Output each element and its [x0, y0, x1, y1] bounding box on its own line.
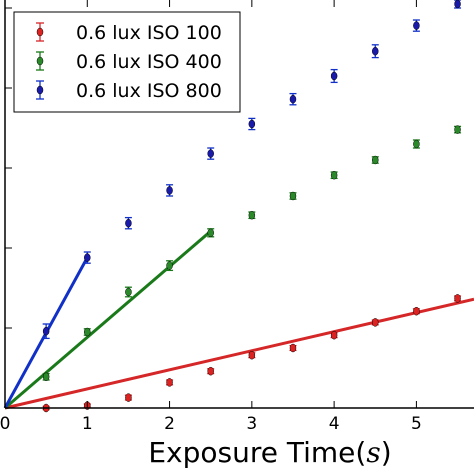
- marker: [372, 318, 379, 327]
- marker: [125, 218, 132, 228]
- x-tick-label: 4: [329, 414, 340, 434]
- legend-entry: 0.6 lux ISO 100: [36, 22, 222, 44]
- data-point: [124, 393, 132, 402]
- data-point: [454, 0, 462, 9]
- data-point: [166, 378, 174, 387]
- marker: [125, 393, 132, 402]
- legend-marker: [36, 85, 44, 95]
- data-point: [371, 318, 379, 327]
- data-point: [289, 92, 297, 106]
- marker: [248, 210, 256, 220]
- data-point: [454, 125, 462, 134]
- legend-entry: 0.6 lux ISO 800: [36, 80, 222, 102]
- marker: [166, 378, 173, 387]
- data-point: [330, 68, 338, 84]
- data-point: [166, 260, 174, 272]
- marker: [454, 125, 461, 134]
- legend-entry: 0.6 lux ISO 400: [36, 51, 222, 73]
- data-point: [371, 44, 379, 59]
- marker: [207, 366, 214, 376]
- data-point: [207, 147, 215, 160]
- legend-marker: [36, 27, 44, 37]
- legend: 0.6 lux ISO 100 0.6 lux ISO 400 0.6 lux IS…: [13, 11, 241, 113]
- data-point: [83, 327, 91, 337]
- marker: [42, 326, 50, 336]
- marker: [330, 170, 338, 180]
- data-point: [248, 117, 256, 131]
- marker: [413, 21, 420, 30]
- marker: [372, 46, 379, 56]
- legend-label: 0.6 lux ISO 800: [76, 80, 222, 102]
- marker: [42, 372, 50, 382]
- marker: [454, 294, 461, 303]
- marker: [84, 253, 91, 262]
- data-point: [248, 210, 256, 220]
- marker: [372, 155, 379, 165]
- x-tick-label: 3: [246, 414, 257, 434]
- data-points: [42, 0, 462, 413]
- marker: [330, 330, 338, 340]
- data-point: [207, 366, 215, 376]
- marker: [454, 0, 461, 9]
- data-point: [124, 216, 132, 230]
- data-point: [289, 191, 297, 201]
- data-point: [454, 294, 462, 303]
- marker: [289, 191, 297, 201]
- legend-label: 0.6 lux ISO 400: [76, 51, 222, 73]
- legend-label: 0.6 lux ISO 100: [76, 22, 222, 44]
- axes: [4, 0, 474, 409]
- marker: [248, 350, 256, 360]
- x-axis-title: Exposure Time(s): [148, 436, 391, 469]
- marker: [413, 306, 420, 316]
- x-tick-label: 1: [82, 414, 93, 434]
- data-point: [42, 323, 50, 340]
- y-ticks: [5, 7, 12, 329]
- marker: [413, 139, 420, 149]
- x-tick-label: 5: [411, 414, 422, 434]
- data-point: [412, 306, 420, 316]
- x-tick-label: 2: [164, 414, 175, 434]
- marker: [125, 287, 132, 297]
- marker: [289, 343, 297, 353]
- data-point: [412, 139, 420, 149]
- x-ticks: 0 1 2 3 4 5: [0, 0, 422, 434]
- marker: [289, 94, 297, 104]
- data-point: [207, 228, 215, 238]
- data-point: [330, 330, 338, 340]
- data-point: [248, 350, 256, 360]
- marker: [84, 327, 91, 337]
- legend-box: [13, 11, 241, 113]
- x-tick-label: 0: [0, 414, 10, 434]
- marker: [207, 228, 214, 238]
- marker: [166, 261, 173, 270]
- marker: [330, 71, 338, 81]
- marker: [248, 119, 256, 129]
- fit-line-1: [4, 297, 474, 410]
- data-point: [124, 286, 132, 298]
- marker: [166, 186, 173, 195]
- marker: [207, 149, 214, 158]
- legend-marker: [36, 56, 44, 66]
- data-point: [412, 19, 420, 32]
- data-point: [371, 155, 379, 165]
- data-point: [83, 251, 91, 264]
- data-point: [166, 184, 174, 197]
- data-point: [42, 372, 50, 382]
- data-point: [289, 343, 297, 353]
- fit-line-2: [4, 230, 212, 410]
- data-point: [330, 170, 338, 180]
